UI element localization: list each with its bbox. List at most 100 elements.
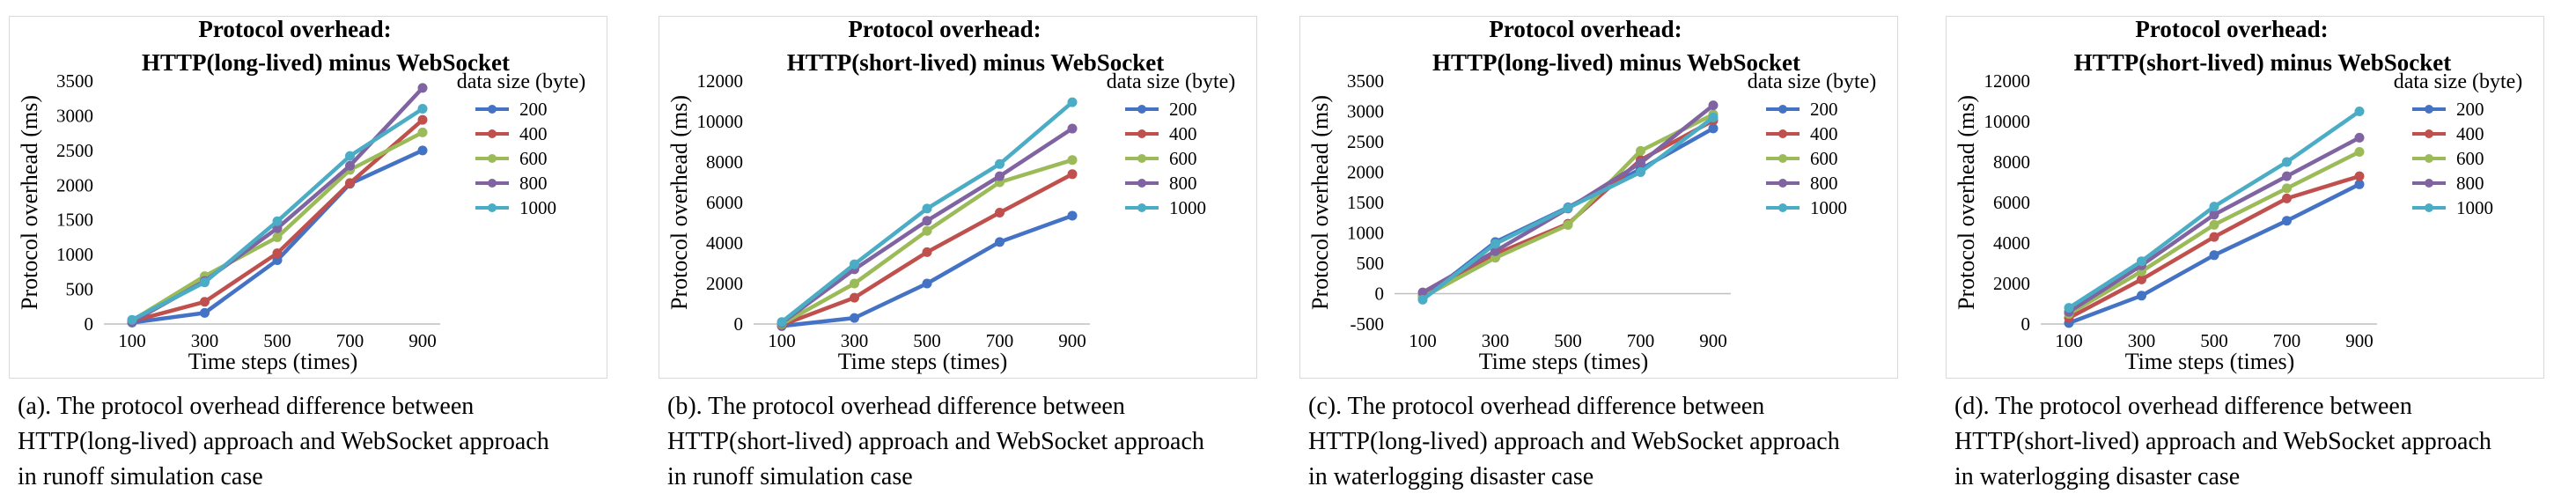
data-point-600	[1067, 155, 1078, 166]
data-point-600	[2354, 147, 2365, 157]
x-tick-label: 700	[2273, 330, 2301, 351]
data-point-600	[1563, 220, 1573, 231]
legend-label: 400	[1810, 123, 1838, 144]
y-tick-label: 2000	[706, 273, 743, 294]
legend-swatch-marker	[2425, 105, 2433, 114]
legend-swatch-marker	[1778, 179, 1787, 188]
legend-swatch-marker	[488, 129, 497, 138]
legend-swatch-marker	[488, 154, 497, 163]
y-tick-label: 2000	[1993, 273, 2030, 294]
legend-label: 1000	[519, 197, 556, 218]
y-tick-label: 2500	[56, 140, 93, 161]
y-tick-label: 1000	[56, 244, 93, 265]
legend-swatch-marker	[2425, 203, 2433, 212]
data-point-1000	[200, 277, 210, 288]
data-point-800	[1067, 123, 1078, 134]
data-point-800	[2354, 132, 2365, 143]
data-point-400	[922, 247, 932, 257]
legend-label: 1000	[2456, 197, 2493, 218]
data-point-600	[417, 127, 428, 137]
chart-title-line-2: HTTP(long-lived) minus WebSocket	[142, 49, 510, 76]
chart-frame	[659, 16, 1257, 379]
x-tick-label: 900	[408, 330, 437, 351]
legend-label: 200	[519, 99, 548, 120]
data-point-800	[922, 216, 932, 226]
data-point-1000	[2354, 107, 2365, 116]
y-axis-label: Protocol overhead (ms)	[1954, 95, 1979, 310]
y-tick-label: 3000	[1347, 101, 1384, 122]
y-axis-label: Protocol overhead (ms)	[17, 95, 42, 310]
data-point-800	[1636, 158, 1645, 168]
data-point-600	[1636, 145, 1645, 156]
data-point-200	[850, 313, 859, 323]
legend-label: 400	[2456, 123, 2484, 144]
y-axis-label: Protocol overhead (ms)	[666, 95, 692, 310]
caption-line: (a). The protocol overhead difference be…	[18, 393, 475, 420]
data-point-800	[2209, 210, 2219, 220]
legend-title: data size (byte)	[2394, 70, 2523, 93]
caption-line: (d). The protocol overhead difference be…	[1954, 393, 2412, 420]
chart-title-line-1: Protocol overhead:	[198, 16, 391, 42]
data-point-600	[272, 232, 283, 242]
x-tick-label: 100	[1409, 330, 1437, 351]
data-point-800	[345, 160, 355, 171]
legend-swatch-marker	[1137, 105, 1146, 114]
data-point-400	[850, 292, 859, 303]
y-axis-label: Protocol overhead (ms)	[1307, 95, 1333, 310]
x-axis-label: Time steps (times)	[188, 349, 358, 374]
data-point-200	[2137, 291, 2146, 301]
y-tick-label: 0	[85, 313, 94, 335]
figure-caption-b: (b). The protocol overhead difference be…	[667, 389, 1284, 495]
data-point-1000	[1417, 294, 1428, 305]
data-point-200	[417, 145, 428, 156]
data-point-1000	[1490, 239, 1500, 249]
legend-title: data size (byte)	[1748, 70, 1877, 93]
legend-title: data size (byte)	[1107, 70, 1236, 93]
legend-swatch-marker	[488, 203, 497, 212]
data-point-1000	[922, 203, 932, 214]
legend-swatch-marker	[2425, 154, 2433, 163]
legend-label: 200	[2456, 99, 2484, 120]
data-point-400	[2209, 232, 2219, 242]
data-point-400	[995, 208, 1005, 217]
data-point-600	[922, 225, 932, 236]
x-tick-label: 900	[1699, 330, 1727, 351]
data-point-1000	[2137, 256, 2146, 267]
data-point-400	[345, 178, 355, 188]
y-tick-label: 8000	[1993, 151, 2030, 173]
y-tick-label: 10000	[697, 111, 744, 132]
data-point-1000	[1636, 167, 1645, 177]
caption-line: HTTP(long-lived) approach and WebSocket …	[18, 428, 549, 455]
legend-label: 800	[1810, 173, 1838, 194]
y-tick-label: 1500	[56, 210, 93, 231]
x-tick-label: 300	[191, 330, 219, 351]
data-point-800	[1490, 246, 1500, 256]
x-tick-label: 500	[1554, 330, 1582, 351]
data-point-200	[2354, 179, 2365, 189]
legend-label: 200	[1169, 99, 1197, 120]
chart-panel-c: Protocol overhead: HTTP(long-lived) minus…	[1291, 0, 1907, 501]
series-line-400	[2067, 173, 2360, 320]
y-tick-label: 2500	[1347, 131, 1384, 152]
caption-line: in waterlogging disaster case	[1308, 463, 1594, 490]
y-tick-label: 2000	[1347, 162, 1384, 183]
figure-caption-d: (d). The protocol overhead difference be…	[1954, 389, 2571, 495]
data-point-600	[2209, 219, 2219, 230]
figure-caption-a: (a). The protocol overhead difference be…	[18, 389, 634, 495]
y-tick-label: 1500	[1347, 192, 1384, 213]
chart-title-line-1: Protocol overhead:	[848, 16, 1041, 42]
x-tick-label: 300	[1482, 330, 1510, 351]
y-tick-label: 3500	[56, 70, 93, 92]
series-line-800	[130, 86, 424, 324]
y-tick-label: 12000	[1984, 70, 2031, 92]
caption-line: (b). The protocol overhead difference be…	[667, 393, 1125, 420]
x-tick-label: 100	[2055, 330, 2083, 351]
data-point-1000	[995, 158, 1005, 169]
y-tick-label: 500	[66, 279, 94, 300]
data-point-800	[995, 171, 1005, 181]
y-tick-label: 3500	[1347, 70, 1384, 92]
chart-title-line-2: HTTP(short-lived) minus WebSocket	[787, 49, 1165, 76]
series-line-600	[780, 158, 1073, 326]
legend-label: 600	[2456, 148, 2484, 169]
legend-label: 400	[519, 123, 548, 144]
